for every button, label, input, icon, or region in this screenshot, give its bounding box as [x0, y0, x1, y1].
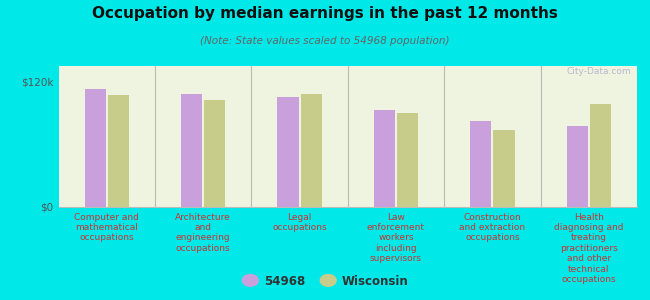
Bar — [300, 94, 322, 207]
Bar — [470, 122, 491, 207]
Bar — [590, 103, 611, 207]
Bar — [493, 130, 515, 207]
Bar — [397, 113, 418, 207]
Bar — [204, 100, 226, 207]
Bar — [108, 95, 129, 207]
Legend: 54968, Wisconsin: 54968, Wisconsin — [237, 270, 413, 292]
Text: City-Data.com: City-Data.com — [567, 68, 631, 76]
Bar — [567, 125, 588, 207]
Bar — [374, 110, 395, 207]
Text: Occupation by median earnings in the past 12 months: Occupation by median earnings in the pas… — [92, 6, 558, 21]
Text: (Note: State values scaled to 54968 population): (Note: State values scaled to 54968 popu… — [200, 36, 450, 46]
Bar — [278, 97, 298, 207]
Bar — [181, 94, 202, 207]
Bar — [84, 89, 106, 207]
